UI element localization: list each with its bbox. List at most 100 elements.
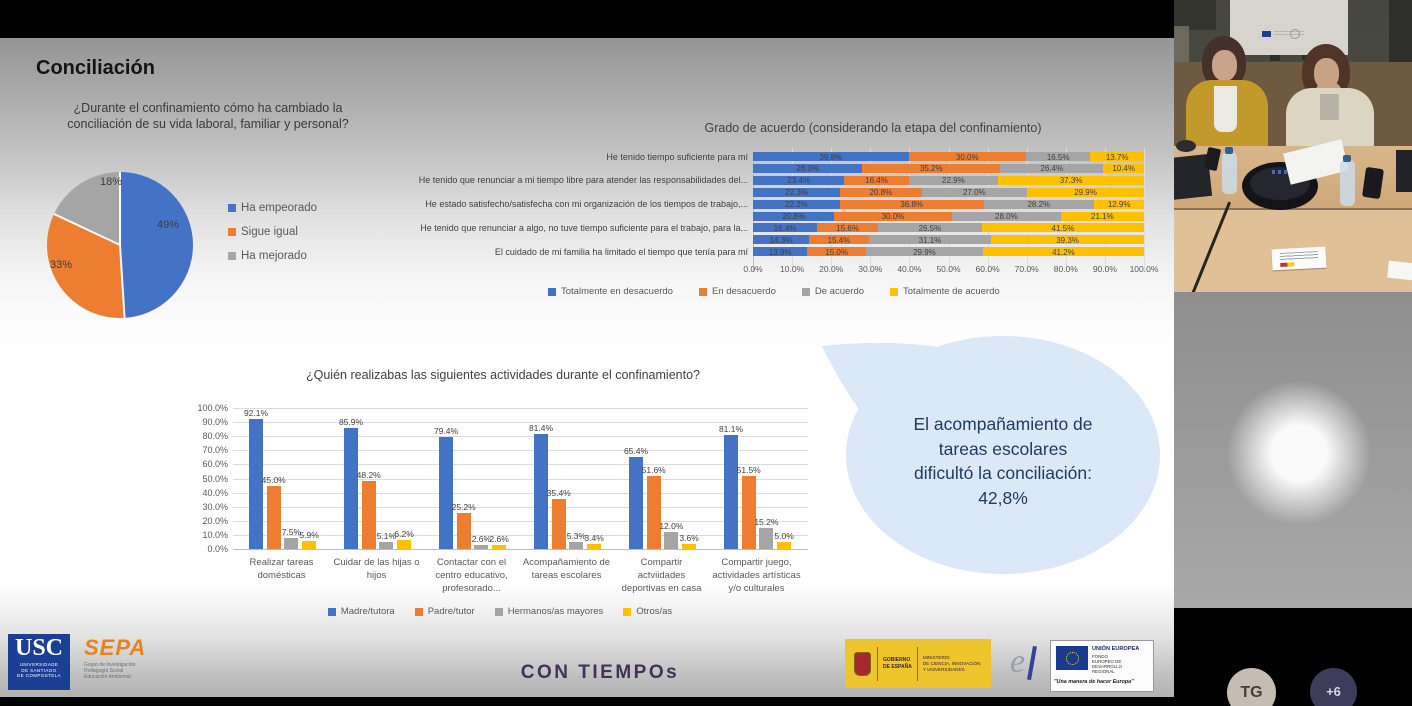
- person-shirt: [1214, 86, 1237, 132]
- y-axis-tick-label: 70.0%: [202, 445, 228, 456]
- legend-label: Padre/tutor: [427, 606, 475, 617]
- name-card: [1387, 260, 1412, 281]
- legend-item: Hermanos/as mayores: [494, 606, 603, 617]
- bar-value-label: 15.2%: [754, 516, 779, 527]
- y-axis-tick-label: 100.0%: [197, 403, 228, 413]
- participant-overflow-avatar[interactable]: +6: [1310, 668, 1357, 706]
- segment-value-label: 39.8%: [819, 152, 843, 162]
- pie-slice-border: [119, 172, 121, 245]
- blur-highlight: [1224, 378, 1374, 528]
- legend-swatch: [623, 607, 632, 616]
- callout-bubble: [846, 336, 1160, 574]
- bar: [551, 499, 566, 549]
- legend-swatch: [414, 607, 423, 616]
- participant-avatar-tg[interactable]: TG: [1227, 668, 1276, 706]
- bar-value-label: 2.6%: [489, 534, 509, 545]
- legend-item: Ha empeorado: [228, 202, 317, 214]
- stacked-bar-segment: [869, 235, 991, 245]
- bar-value-label: 5.0%: [774, 530, 794, 541]
- gridline: [1144, 148, 1145, 273]
- gobierno-text: GOBIERNO DE ESPAÑA: [883, 657, 912, 670]
- bar: [646, 476, 661, 549]
- y-axis-tick-label: 20.0%: [202, 515, 228, 526]
- gridline: [831, 148, 833, 273]
- bar: [439, 437, 453, 549]
- bar: [741, 476, 756, 549]
- gridline: [233, 549, 808, 550]
- segment-value-label: 26.4%: [1040, 164, 1064, 174]
- grouped-chart-title: ¿Quién realizabas las siguientes activid…: [306, 368, 700, 382]
- x-axis-tick-label: 50.0%: [936, 264, 961, 274]
- gridline: [233, 422, 808, 424]
- grouped-category-label: Acompañamiento de tareas escolares: [522, 557, 611, 581]
- banner-foot: [1270, 55, 1280, 61]
- eu-flag-icon: [1262, 31, 1271, 37]
- bar-value-label: 81.1%: [718, 423, 744, 434]
- stacked-bar-segment: [1090, 152, 1144, 161]
- gridline: [233, 506, 808, 508]
- legend-swatch: [228, 252, 236, 260]
- stacked-bar-segment: [808, 235, 870, 245]
- microphone: [1176, 140, 1196, 152]
- segment-value-label: 22.2%: [785, 200, 808, 210]
- segment-value-label: 29.9%: [913, 247, 936, 257]
- pie-data-label: 49%: [157, 219, 180, 231]
- segment-value-label: 13.7%: [1105, 152, 1129, 162]
- blurred-video-tile[interactable]: [1174, 292, 1412, 608]
- gridline: [233, 478, 808, 480]
- person-blouse: [1320, 94, 1339, 120]
- legend-label: Madre/tutora: [340, 606, 395, 617]
- sepa-acronym: SEPA: [84, 635, 147, 660]
- gridline: [753, 148, 754, 273]
- usc-acronym: USC: [14, 635, 63, 661]
- bar: [456, 513, 471, 549]
- bar-value-label: 5.1%: [376, 530, 397, 541]
- grouped-category-label: Realizar tareas domésticas: [249, 557, 314, 581]
- bar: [379, 541, 394, 549]
- gobierno-espana-logo: GOBIERNO DE ESPAÑA MINISTERIO DE CIENCIA…: [845, 639, 991, 688]
- grouped-category-label: Cuidar de las hijas o hijos: [333, 557, 420, 581]
- stacked-chart-title: Grado de acuerdo (considerando la etapa …: [704, 121, 1042, 135]
- x-axis-tick-label: 10.0%: [780, 264, 805, 274]
- bar-value-label: 85.9%: [338, 416, 364, 427]
- speakerphone-leds: [1272, 170, 1288, 174]
- stacked-bar-segment: [1027, 187, 1144, 197]
- gridline: [233, 450, 808, 452]
- segment-value-label: 35.2%: [919, 164, 943, 174]
- e-ciencia-logo: e: [1010, 642, 1044, 686]
- segment-value-label: 23.4%: [787, 176, 811, 186]
- grouped-category-label: Compartir actviidades deportivas en casa: [621, 557, 702, 594]
- stacked-bar-segment: [839, 199, 984, 209]
- bar-value-label: 35.4%: [546, 488, 571, 499]
- legend-swatch: [698, 287, 707, 296]
- con-tiempos-logo: CON TIEMPOs: [520, 662, 680, 683]
- legend-swatch: [801, 287, 810, 296]
- e-glyph: e: [1010, 643, 1026, 680]
- x-axis-tick-label: 0.0%: [743, 264, 763, 274]
- bar-value-label: 79.4%: [433, 426, 459, 437]
- usc-logo: USC UNIVERSIDADE DE SANTIAGO DE COMPOSTE…: [8, 634, 70, 690]
- stacked-bar-segment: [998, 175, 1144, 185]
- legend-label: Ha mejorado: [241, 250, 307, 262]
- x-axis-tick-label: 100.0%: [1129, 264, 1159, 274]
- gridline: [233, 408, 808, 409]
- segment-value-label: 27.0%: [962, 188, 986, 198]
- webcam-video-tile[interactable]: [1174, 0, 1412, 292]
- gridline: [987, 148, 989, 273]
- stacked-bar-segment: [753, 175, 845, 185]
- segment-value-label: 41.2%: [1052, 247, 1075, 257]
- y-axis-tick-label: 90.0%: [202, 417, 228, 428]
- stacked-category-label: He estado satisfecho/satisfecha con mi o…: [425, 199, 748, 210]
- bar-value-label: 5.3%: [566, 530, 587, 541]
- gridline: [233, 492, 808, 494]
- stacked-bar-segment: [862, 163, 1001, 173]
- segment-value-label: 16.4%: [865, 176, 888, 186]
- bar-value-label: 51.6%: [641, 465, 666, 476]
- segment-value-label: 29.9%: [1074, 188, 1097, 198]
- segment-value-label: 13.9%: [768, 247, 792, 257]
- x-axis-tick-label: 20.0%: [819, 264, 844, 274]
- stacked-bar-segment: [753, 247, 808, 257]
- segment-value-label: 30.0%: [955, 152, 979, 162]
- y-axis-tick-label: 80.0%: [202, 431, 228, 442]
